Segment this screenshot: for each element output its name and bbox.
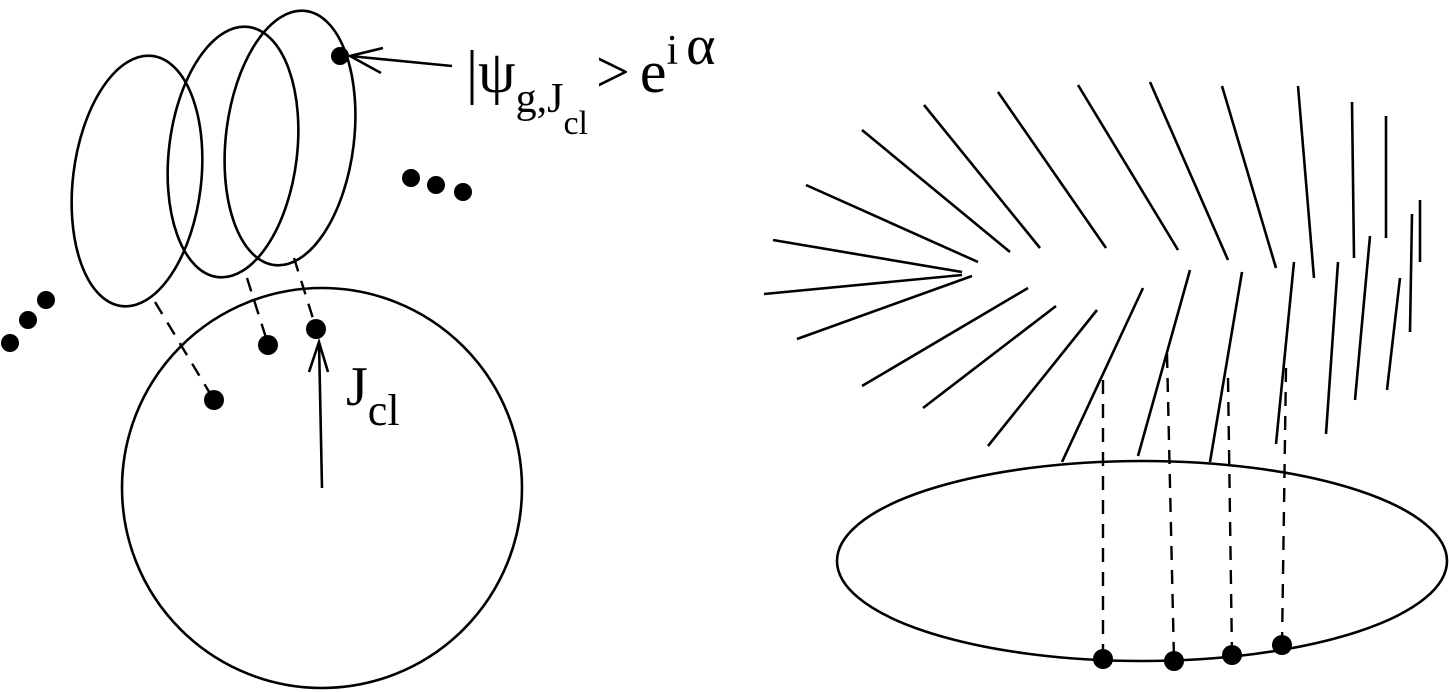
state-label: |ψg,Jcl> ei α bbox=[466, 15, 715, 142]
fiber-point bbox=[331, 47, 349, 65]
projection-line-2 bbox=[1165, 353, 1176, 661]
j-arrow-shaft bbox=[317, 341, 324, 489]
state-label-sub: g,J bbox=[516, 76, 564, 122]
state-label-sup-i: i bbox=[666, 28, 678, 74]
field-lines bbox=[763, 81, 1422, 463]
fiber-connector-2 bbox=[245, 277, 270, 345]
ellipsis-upper-right bbox=[402, 169, 472, 201]
j-arrow-head bbox=[307, 337, 330, 373]
fiber-ellipse-3 bbox=[223, 9, 357, 267]
projected-point-4 bbox=[1272, 635, 1292, 655]
base-ellipse bbox=[835, 459, 1449, 663]
state-arrow-shaft bbox=[349, 54, 453, 68]
projection-line-4 bbox=[1280, 367, 1288, 646]
base-point-2 bbox=[258, 335, 278, 355]
projected-point-2 bbox=[1164, 651, 1184, 671]
fiber-ellipse-1 bbox=[70, 54, 204, 308]
state-label-psi: ψ bbox=[478, 39, 516, 105]
fiber-connector-3 bbox=[292, 257, 318, 329]
j-label-sub: cl bbox=[368, 386, 400, 435]
right-figure bbox=[763, 81, 1449, 671]
ellipsis-lower-left bbox=[1, 291, 55, 352]
fiber-connector-1 bbox=[153, 301, 216, 401]
base-point-1 bbox=[204, 390, 224, 410]
j-label-main: J bbox=[346, 356, 368, 418]
base-point-3 bbox=[306, 319, 326, 339]
j-label: Jcl bbox=[346, 356, 400, 435]
left-figure: Jcl |ψg,Jcl> ei α bbox=[1, 9, 715, 690]
state-label-gt: > bbox=[596, 39, 630, 105]
base-circle bbox=[120, 286, 524, 690]
state-arrow-head bbox=[346, 46, 384, 75]
projected-point-1 bbox=[1093, 649, 1113, 669]
state-label-e: e bbox=[640, 39, 667, 105]
fiber-ellipse-2 bbox=[166, 25, 300, 279]
projected-point-3 bbox=[1222, 645, 1242, 665]
projection-line-3 bbox=[1226, 377, 1234, 656]
state-label-sup-alpha: α bbox=[686, 15, 715, 77]
state-label-subsub: cl bbox=[563, 105, 588, 142]
state-label-bar: | bbox=[466, 39, 478, 105]
